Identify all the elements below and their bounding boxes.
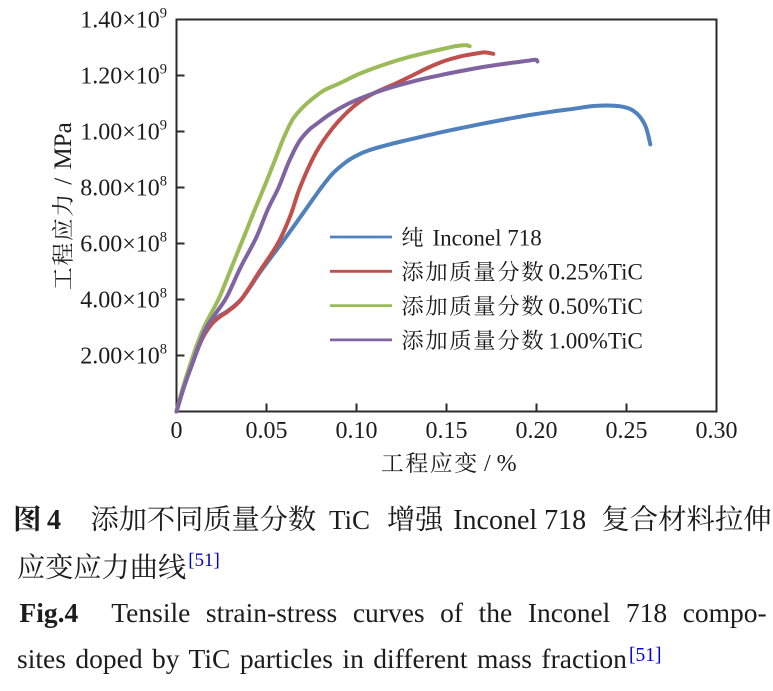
svg-text:0.25: 0.25 [606,418,648,444]
svg-text:Tensile strain-stress curves o: Tensile strain-stress curves of the Inco… [111,597,766,628]
svg-text:sites doped by TiC particles i: sites doped by TiC particles in differen… [17,643,627,674]
svg-text:0.15: 0.15 [426,418,468,444]
svg-text:2.00×108: 2.00×108 [80,342,167,370]
svg-text:/ MPa: / MPa [50,122,77,193]
svg-text:1.00×109: 1.00×109 [80,118,167,146]
svg-text:[51]: [51] [629,645,662,666]
svg-text:0.30: 0.30 [696,418,738,444]
svg-text:1.00%TiC: 1.00%TiC [549,328,643,353]
svg-text:Fig.4: Fig.4 [19,597,78,628]
svg-text:4: 4 [47,505,61,536]
svg-text:6.00×108: 6.00×108 [80,230,167,258]
svg-text:0.50%TiC: 0.50%TiC [549,294,643,319]
svg-text:Inconel 718: Inconel 718 [433,225,542,250]
svg-text:8.00×108: 8.00×108 [80,174,167,202]
svg-text:0: 0 [171,418,183,444]
svg-text:0.10: 0.10 [336,418,378,444]
svg-text:/ %: / % [478,451,517,477]
svg-text:0.25%TiC: 0.25%TiC [549,260,643,285]
svg-text:Inconel 718: Inconel 718 [453,505,586,536]
svg-text:1.40×109: 1.40×109 [80,6,167,34]
svg-text:4.00×108: 4.00×108 [80,286,167,314]
svg-text:0.20: 0.20 [516,418,558,444]
svg-text:0.05: 0.05 [246,418,288,444]
svg-text:[51]: [51] [188,550,220,571]
svg-text:TiC: TiC [329,505,370,535]
svg-text:1.20×109: 1.20×109 [80,62,167,90]
